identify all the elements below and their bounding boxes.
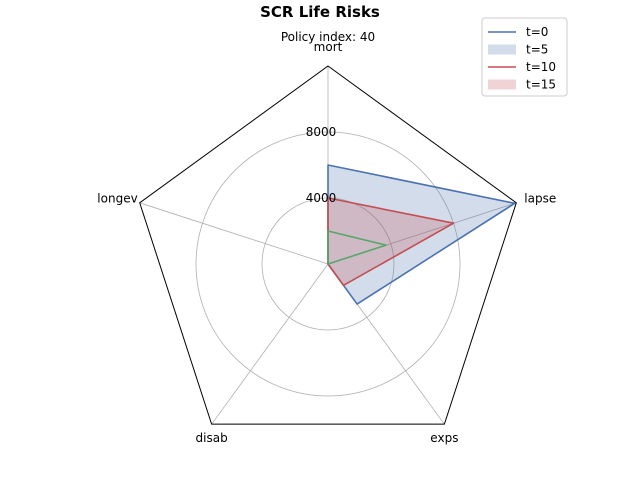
axis-label-lapse: lapse [524,191,556,205]
axis-label-longev: longev [97,191,137,205]
radar-frame [139,65,517,425]
legend-label-0: t=0 [526,25,548,39]
spoke-disab [211,263,329,425]
series-area-1 [328,165,515,305]
legend-box [481,17,568,97]
axis-label-exps: exps [430,431,458,445]
spoke-longev [139,202,329,265]
legend: t=0 t=5 t=10 t=15 [481,17,568,97]
axis-label-disab: disab [196,431,228,445]
legend-label-3: t=15 [526,78,556,92]
chart-subtitle: Policy index: 40 [281,30,375,44]
legend-swatch-3 [488,79,516,90]
axis-label-mort: mort [314,40,343,54]
legend-swatch-1 [488,44,516,55]
r-tick-label: 8000 [306,125,337,139]
radar-series [327,164,516,305]
legend-label-1: t=5 [526,43,548,57]
r-tick-label: 4000 [306,191,337,205]
chart-title: SCR Life Risks [260,3,380,21]
series-area-3 [328,198,454,286]
legend-label-2: t=10 [526,60,556,74]
series-line-4 [327,230,387,265]
radar-labels: 4000 8000 mort lapse exps disab longev [97,40,556,445]
